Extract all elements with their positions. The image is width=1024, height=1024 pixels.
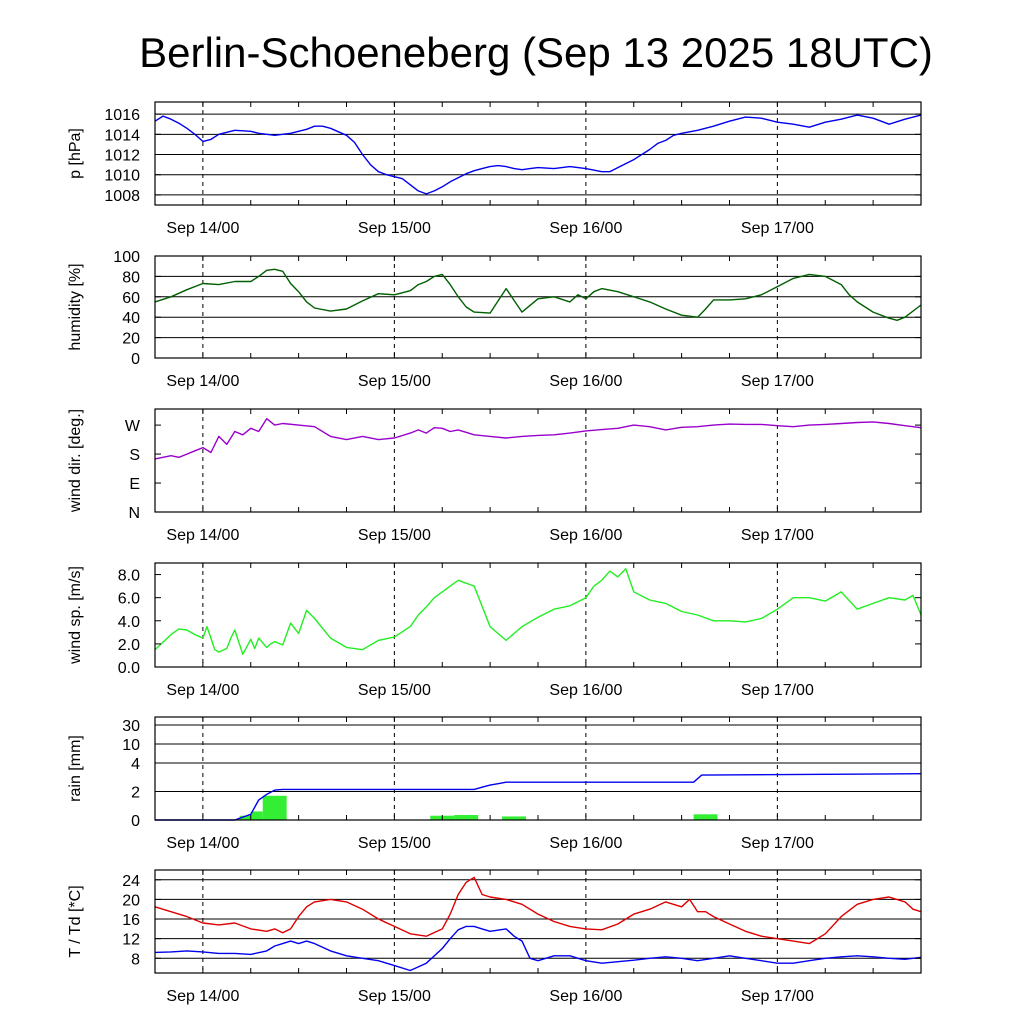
y-tick-label: 0.0	[118, 660, 140, 677]
panel-6: 8 12 16 20 24 Sep 14/00 Sep 15/00 Sep 16/00 Sep …	[67, 869, 922, 1005]
panel-2: 0 20 40 60 80 100 Sep 14/00 Sep 15/00 Sep 16/00 S…	[67, 249, 922, 390]
y-axis-label: humidity [%]	[67, 263, 84, 350]
x-tick-label: Sep 16/00	[549, 527, 622, 544]
y-tick-label: 4	[131, 756, 140, 773]
rain-bar	[262, 795, 287, 820]
x-tick-label: Sep 16/00	[549, 373, 622, 390]
x-tick-label: Sep 14/00	[166, 682, 239, 699]
y-tick-label: S	[129, 447, 140, 464]
y-tick-label: 1010	[104, 168, 140, 185]
x-tick-label: Sep 14/00	[166, 988, 239, 1005]
series-line-1	[154, 114, 922, 195]
rain-bar	[502, 816, 527, 820]
panel-1: 1008 1010 1012 1014 1016 Sep 14/00 Sep 15/00 Se…	[67, 101, 922, 237]
series-line-1	[154, 876, 922, 945]
x-tick-label: Sep 14/00	[166, 220, 239, 237]
y-tick-label: W	[125, 418, 141, 435]
y-axis-label: T / Td [*C]	[67, 885, 84, 957]
x-tick-label: Sep 14/00	[166, 527, 239, 544]
y-tick-label: 6.0	[118, 591, 140, 608]
panel-frame	[154, 101, 922, 206]
y-axis-label: wind sp. [m/s]	[67, 566, 84, 665]
panel-4: 0.0 2.0 4.0 6.0 8.0 Sep 14/00 Sep 15/00 Sep 16/…	[67, 562, 922, 699]
y-tick-label: 100	[113, 249, 140, 266]
x-tick-label: Sep 14/00	[166, 373, 239, 390]
x-tick-label: Sep 17/00	[741, 373, 814, 390]
y-tick-label: 10	[122, 737, 140, 754]
y-tick-label: 0	[131, 351, 140, 368]
y-tick-label: 20	[122, 331, 140, 348]
x-tick-label: Sep 15/00	[358, 220, 431, 237]
y-tick-label: 60	[122, 290, 140, 307]
rain-bar	[250, 811, 263, 820]
panel-frame	[154, 408, 922, 513]
x-tick-label: Sep 14/00	[166, 835, 239, 852]
panel-frame	[154, 562, 922, 668]
rain-bar	[693, 814, 718, 820]
x-tick-label: Sep 16/00	[549, 220, 622, 237]
y-tick-label: E	[129, 476, 140, 493]
y-tick-label: 4.0	[118, 614, 140, 631]
x-tick-label: Sep 15/00	[358, 988, 431, 1005]
rain-bar	[454, 815, 479, 820]
x-tick-label: Sep 15/00	[358, 373, 431, 390]
y-axis-label: wind dir. [deg.]	[67, 409, 84, 513]
chart-title: Berlin-Schoeneberg (Sep 13 2025 18UTC)	[139, 29, 933, 76]
x-tick-label: Sep 17/00	[741, 835, 814, 852]
y-tick-label: 2.0	[118, 637, 140, 654]
panel-5: 0 2 4 10 30 Sep 14/00 Sep 15/00 Sep 16/00 Sep 17…	[67, 716, 922, 852]
y-axis-label: rain [mm]	[67, 735, 84, 802]
y-tick-label: 8.0	[118, 568, 140, 585]
y-tick-label: 1012	[104, 148, 140, 165]
x-tick-label: Sep 15/00	[358, 527, 431, 544]
y-tick-label: 40	[122, 310, 140, 327]
y-tick-label: 1016	[104, 107, 140, 124]
y-tick-label: 0	[131, 813, 140, 830]
x-tick-label: Sep 17/00	[741, 220, 814, 237]
x-tick-label: Sep 15/00	[358, 835, 431, 852]
y-tick-label: 2	[131, 785, 140, 802]
y-tick-label: 30	[122, 718, 140, 735]
x-tick-label: Sep 16/00	[549, 988, 622, 1005]
x-tick-label: Sep 17/00	[741, 682, 814, 699]
panel-frame	[154, 869, 922, 974]
y-tick-label: 1008	[104, 188, 140, 205]
series-line-1	[154, 268, 922, 321]
y-tick-label: 80	[122, 269, 140, 286]
series-line-1	[154, 418, 922, 460]
y-tick-label: 8	[131, 951, 140, 968]
series-line-1	[155, 773, 922, 821]
x-tick-label: Sep 16/00	[549, 682, 622, 699]
panel-frame	[154, 255, 922, 359]
x-tick-label: Sep 17/00	[741, 527, 814, 544]
y-tick-label: 12	[122, 932, 140, 949]
y-tick-label: 20	[122, 892, 140, 909]
series-line-1	[154, 568, 922, 655]
y-tick-label: 16	[122, 912, 140, 929]
y-tick-label: 24	[122, 873, 140, 890]
x-tick-label: Sep 15/00	[358, 682, 431, 699]
rain-bar	[239, 815, 251, 820]
y-tick-label: N	[128, 505, 140, 522]
series-line-2	[154, 925, 922, 972]
y-axis-label: p [hPa]	[67, 128, 84, 179]
y-tick-label: 1014	[104, 127, 140, 144]
x-tick-label: Sep 17/00	[741, 988, 814, 1005]
x-tick-label: Sep 16/00	[549, 835, 622, 852]
